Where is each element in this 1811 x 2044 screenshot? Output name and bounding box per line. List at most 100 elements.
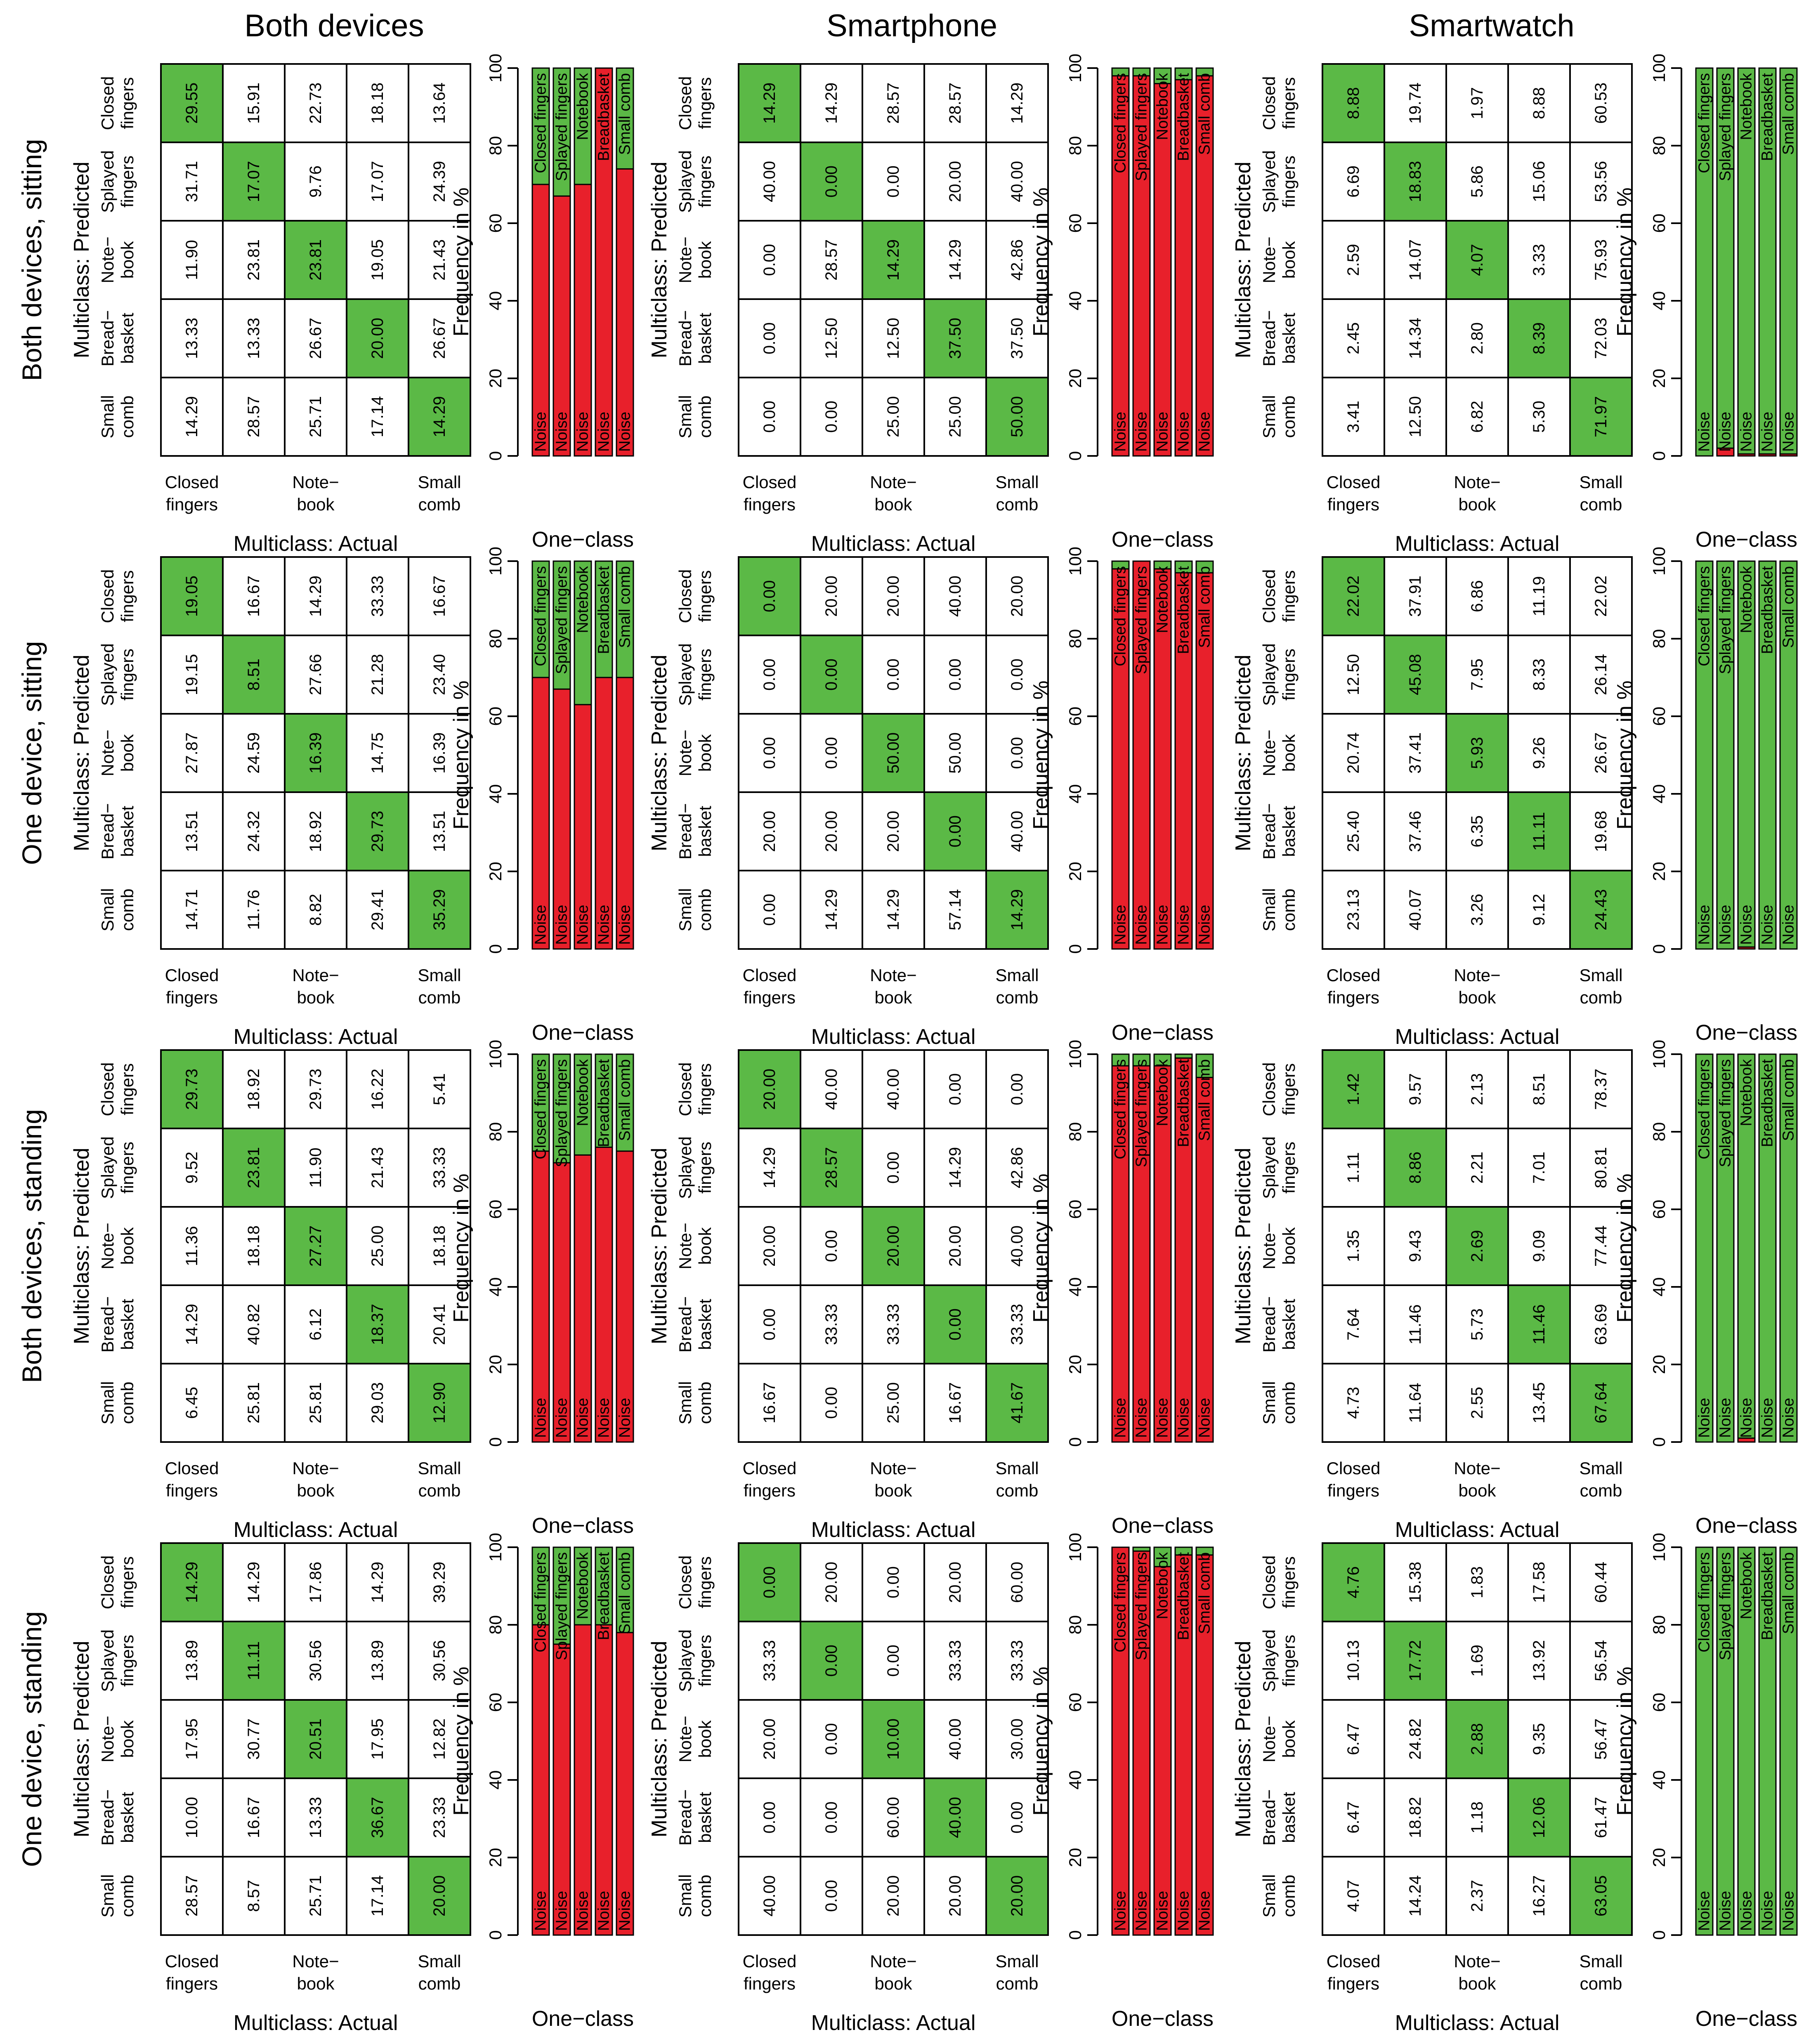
cell-value: 7.64 <box>1344 1308 1362 1341</box>
heatmap-cell <box>160 63 224 143</box>
bar-ylabel: Frequency in % <box>1029 1666 1053 1815</box>
cell-value: 26.67 <box>430 318 449 359</box>
matrix-xlabel: Multiclass: Actual <box>811 2011 976 2035</box>
heatmap-cell <box>1384 142 1447 222</box>
cell-value: 20.74 <box>1344 732 1362 774</box>
cell-value: 13.33 <box>183 318 201 359</box>
heatmap-cell <box>738 791 801 871</box>
cell-value: 1.18 <box>1468 1801 1486 1834</box>
cell-value: 17.07 <box>245 161 263 202</box>
y-tick-label: 60 <box>1649 214 1669 233</box>
actual-tick-label: Closed fingers <box>743 965 797 1007</box>
cell-value: 7.95 <box>1468 659 1486 691</box>
cell-value: 20.51 <box>307 1718 325 1760</box>
matrix-xlabel: Multiclass: Actual <box>1395 532 1560 556</box>
y-tick-label: 40 <box>1065 291 1085 311</box>
heatmap-cell <box>923 791 987 871</box>
heatmap-cell <box>1445 1128 1509 1208</box>
cell-value: 40.00 <box>1008 811 1026 852</box>
heatmap-cell <box>284 1621 347 1701</box>
predicted-tick-label: Bread−basket <box>98 310 137 367</box>
cell-value: 18.82 <box>1406 1797 1424 1838</box>
cell-value: 60.00 <box>884 1797 902 1838</box>
heatmap-cell <box>800 1206 863 1286</box>
cell-value: 11.19 <box>1530 576 1548 616</box>
cell-value: 11.11 <box>1530 812 1548 851</box>
heatmap-cell <box>346 1284 409 1364</box>
bar-label-gesture: Splayed fingers <box>553 1059 571 1167</box>
cell-value: 37.41 <box>1406 732 1424 774</box>
cell-value: 25.71 <box>307 1875 325 1917</box>
actual-tick-label: Closed fingers <box>1327 1459 1381 1500</box>
bar-label-noise: Noise <box>1154 1891 1171 1931</box>
heatmap-cell <box>738 556 801 636</box>
y-tick-label: 60 <box>1065 707 1085 726</box>
heatmap-cell <box>1445 377 1509 457</box>
bar-label-gesture: Splayed fingers <box>1133 73 1150 181</box>
bar-label-noise: Noise <box>1196 412 1214 452</box>
cell-value: 0.00 <box>822 1645 841 1677</box>
barplot-both-devices-one-device-sitting: 0 20 40 60 80 100 Frequency in % Closed fingers… <box>449 547 634 1045</box>
cell-value: 0.00 <box>760 1566 779 1598</box>
y-tick-label: 80 <box>1065 629 1085 649</box>
heatmap-smartphone-one-device-standing: 0.00 20.00 0.00 20.00 60.00 33.33 0.00 0.00 33.3… <box>647 1542 1049 2035</box>
bar-label-noise: Noise <box>1112 412 1129 452</box>
cell-value: 2.45 <box>1344 322 1362 354</box>
y-tick-label: 0 <box>1065 1930 1085 1940</box>
heatmap-cell <box>985 1699 1049 1779</box>
predicted-tick-label: Note−book <box>1259 1223 1299 1269</box>
actual-tick-label: Small comb <box>1579 472 1622 514</box>
bar-label-noise: Noise <box>1780 1891 1797 1931</box>
predicted-tick-label: Note−book <box>1259 729 1299 776</box>
cell-value: 21.43 <box>368 1147 387 1188</box>
predicted-tick-label: Bread−basket <box>1259 310 1299 367</box>
bar-label-gesture: Small comb <box>1780 1552 1797 1634</box>
heatmap-cell <box>408 1363 471 1443</box>
bar-noise-closed-fingers <box>531 1150 550 1443</box>
y-tick-label: 80 <box>1065 136 1085 156</box>
heatmap-cell <box>284 870 347 950</box>
heatmap-cell <box>862 298 925 378</box>
cell-value: 0.00 <box>760 659 779 691</box>
bar-label-gesture: Breadbasket <box>1759 1552 1776 1640</box>
bar-label-noise: Noise <box>1696 412 1713 452</box>
cell-value: 0.00 <box>822 1801 841 1834</box>
cell-value: 25.00 <box>884 1382 902 1423</box>
y-tick-label: 20 <box>486 1848 505 1867</box>
cell-value: 20.00 <box>884 1225 902 1267</box>
y-tick-label: 100 <box>1649 547 1669 576</box>
heatmap-cell <box>1384 1128 1447 1208</box>
bar-label-noise: Noise <box>616 905 634 945</box>
cell-value: 11.90 <box>307 1147 325 1187</box>
y-tick-label: 60 <box>1649 1693 1669 1712</box>
heatmap-cell <box>1384 713 1447 793</box>
bar-label-gesture: Notebook <box>1154 566 1171 633</box>
cell-value: 9.52 <box>183 1152 201 1184</box>
heatmap-cell <box>800 63 863 143</box>
column-title-both-devices: Both devices <box>244 8 424 43</box>
bar-ylabel: Frequency in % <box>449 680 473 829</box>
row-title-both-devices-sitting: Both devices, sitting <box>17 139 47 381</box>
cell-value: 25.00 <box>368 1225 387 1267</box>
predicted-tick-label: Smallcomb <box>675 395 715 438</box>
cell-value: 11.64 <box>1406 1383 1424 1423</box>
bar-label-noise: Noise <box>1717 905 1734 945</box>
cell-value: 30.56 <box>307 1640 325 1681</box>
cell-value: 11.46 <box>1530 1304 1548 1344</box>
y-tick-label: 100 <box>486 1040 505 1069</box>
heatmap-cell <box>923 1621 987 1701</box>
actual-tick-label: Note− book <box>1454 1952 1500 1993</box>
cell-value: 40.07 <box>1406 889 1424 930</box>
bar-noise-small-comb <box>616 1150 634 1443</box>
predicted-tick-label: Splayedfingers <box>675 1629 715 1692</box>
cell-value: 2.69 <box>1468 1230 1486 1262</box>
cell-value: 20.00 <box>430 1875 449 1917</box>
y-tick-label: 80 <box>486 1122 505 1142</box>
cell-value: 2.80 <box>1468 322 1486 354</box>
bar-label-gesture: Notebook <box>574 1552 592 1619</box>
heatmap-cell <box>222 1856 286 1936</box>
heatmap-cell <box>284 142 347 222</box>
predicted-tick-label: Note−book <box>675 729 715 776</box>
bar-label-gesture: Small comb <box>616 73 634 155</box>
cell-value: 20.00 <box>1008 1875 1026 1917</box>
